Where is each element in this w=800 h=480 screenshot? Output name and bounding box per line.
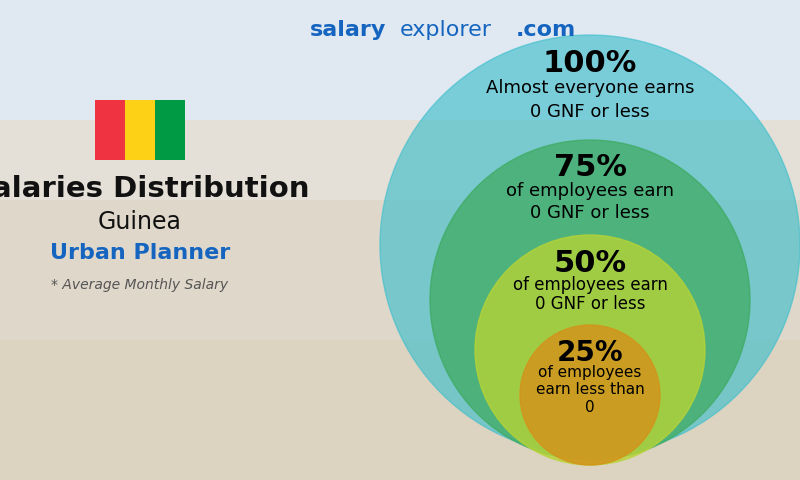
Text: earn less than: earn less than — [536, 382, 644, 396]
Text: Guinea: Guinea — [98, 210, 182, 234]
Text: 0 GNF or less: 0 GNF or less — [530, 204, 650, 222]
Text: .com: .com — [516, 20, 576, 40]
Text: of employees earn: of employees earn — [506, 182, 674, 201]
Text: explorer: explorer — [400, 20, 492, 40]
Text: 0 GNF or less: 0 GNF or less — [534, 295, 646, 313]
Bar — [155, 100, 185, 160]
Text: 100%: 100% — [543, 48, 637, 77]
Text: 0 GNF or less: 0 GNF or less — [530, 103, 650, 120]
Text: Salaries Distribution: Salaries Distribution — [0, 175, 310, 203]
Text: Almost everyone earns: Almost everyone earns — [486, 79, 694, 97]
Text: 25%: 25% — [557, 339, 623, 367]
Bar — [0, 200, 800, 340]
Bar — [0, 340, 800, 480]
Text: of employees: of employees — [538, 365, 642, 380]
Text: 0: 0 — [585, 399, 595, 415]
Text: Urban Planner: Urban Planner — [50, 243, 230, 263]
Circle shape — [380, 35, 800, 455]
Text: * Average Monthly Salary: * Average Monthly Salary — [51, 278, 229, 292]
Bar — [0, 0, 800, 120]
Text: 50%: 50% — [554, 249, 626, 277]
Circle shape — [430, 140, 750, 460]
Bar — [0, 120, 800, 200]
Text: of employees earn: of employees earn — [513, 276, 667, 294]
Circle shape — [520, 325, 660, 465]
Bar — [125, 100, 155, 160]
Text: 75%: 75% — [554, 154, 626, 182]
Bar — [95, 100, 125, 160]
Text: salary: salary — [310, 20, 386, 40]
Circle shape — [475, 235, 705, 465]
